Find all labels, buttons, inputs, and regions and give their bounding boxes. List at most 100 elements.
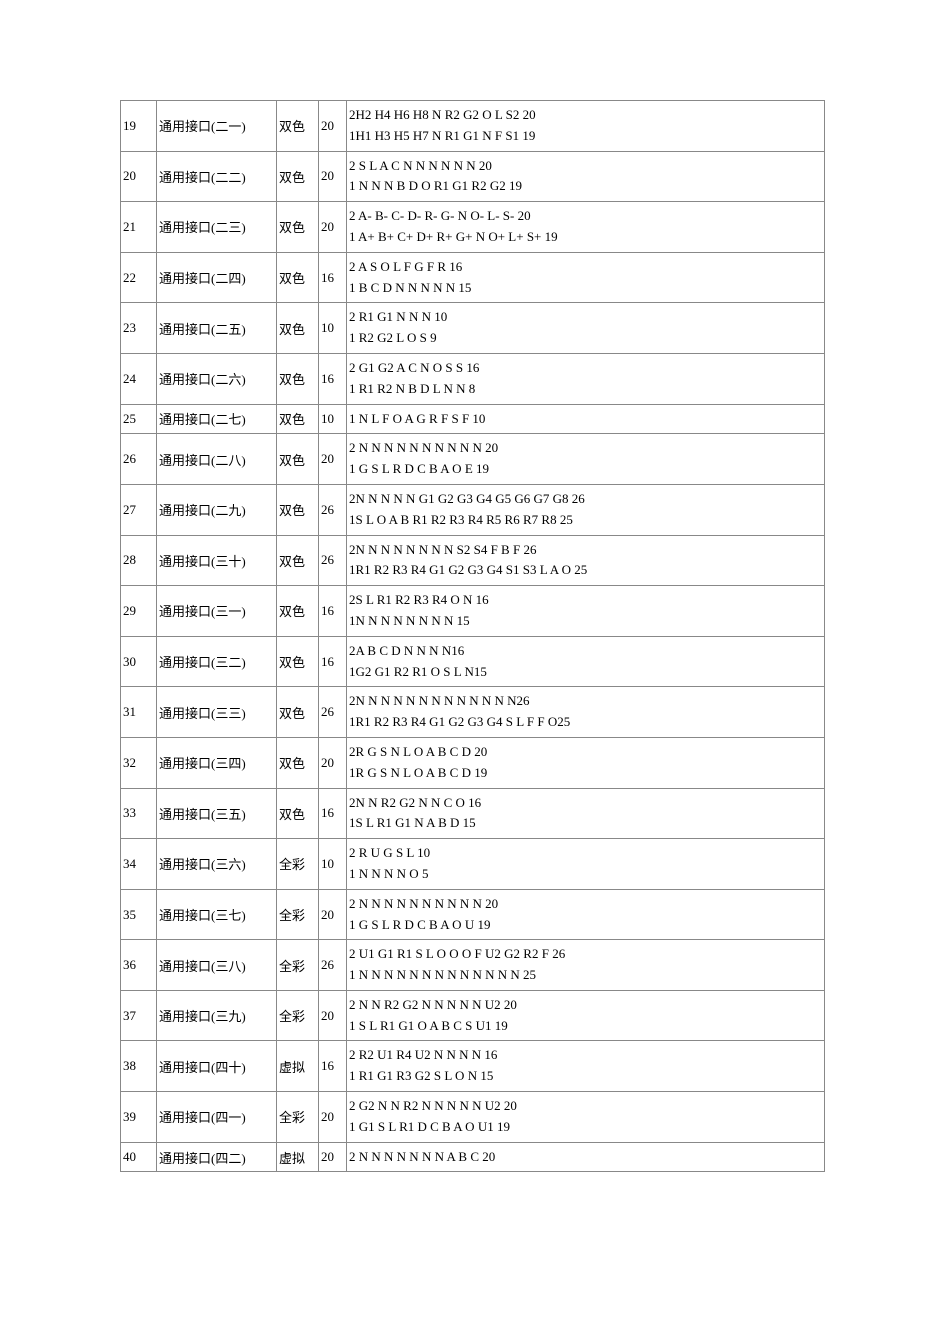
row-number: 21 xyxy=(121,202,157,253)
row-number: 34 xyxy=(121,839,157,890)
pin-line-2: 1 N N N B D O R1 G1 R2 G2 19 xyxy=(349,176,822,197)
pin-line-2: 1H1 H3 H5 H7 N R1 G1 N F S1 19 xyxy=(349,126,822,147)
pin-line-2: 1 G1 S L R1 D C B A O U1 19 xyxy=(349,1117,822,1138)
pin-line-2: 1R1 R2 R3 R4 G1 G2 G3 G4 S L F F O25 xyxy=(349,712,822,733)
table-row: 40通用接口(四二)虚拟202 N N N N N N N A B C 20 xyxy=(121,1142,825,1172)
row-number: 35 xyxy=(121,889,157,940)
pin-line-2: 1 G S L R D C B A O U 19 xyxy=(349,915,822,936)
pin-count: 26 xyxy=(319,484,347,535)
pin-line-2: 1S L O A B R1 R2 R3 R4 R5 R6 R7 R8 25 xyxy=(349,510,822,531)
pin-line-1: 2N N R2 G2 N N C O 16 xyxy=(349,793,822,814)
row-number: 29 xyxy=(121,586,157,637)
pin-count: 26 xyxy=(319,535,347,586)
pin-count: 16 xyxy=(319,788,347,839)
pin-line-2: 1 R2 G2 L O S 9 xyxy=(349,328,822,349)
pin-count: 20 xyxy=(319,1142,347,1172)
interface-name: 通用接口(二九) xyxy=(157,484,277,535)
pin-description: 2 N N N N N N N A B C 20 xyxy=(347,1142,825,1172)
interface-name: 通用接口(三二) xyxy=(157,636,277,687)
pin-count: 20 xyxy=(319,101,347,152)
pin-description: 2S L R1 R2 R3 R4 O N 161N N N N N N N N … xyxy=(347,586,825,637)
pin-line-1: 2 R U G S L 10 xyxy=(349,843,822,864)
pin-line-1: 2N N N N N N N N S2 S4 F B F 26 xyxy=(349,540,822,561)
interface-type: 虚拟 xyxy=(277,1142,319,1172)
interface-name: 通用接口(二五) xyxy=(157,303,277,354)
interface-type: 双色 xyxy=(277,687,319,738)
interface-type: 双色 xyxy=(277,586,319,637)
interface-type: 双色 xyxy=(277,151,319,202)
pin-line-1: 2 N N N N N N N A B C 20 xyxy=(349,1147,822,1168)
pin-description: 2 R2 U1 R4 U2 N N N N 161 R1 G1 R3 G2 S … xyxy=(347,1041,825,1092)
table-row: 29通用接口(三一)双色162S L R1 R2 R3 R4 O N 161N … xyxy=(121,586,825,637)
pin-count: 16 xyxy=(319,586,347,637)
row-number: 37 xyxy=(121,990,157,1041)
pin-line-1: 1 N L F O A G R F S F 10 xyxy=(349,409,822,430)
interface-type: 双色 xyxy=(277,202,319,253)
pin-description: 2 G2 N N R2 N N N N N U2 201 G1 S L R1 D… xyxy=(347,1092,825,1143)
pin-description: 2 N N R2 G2 N N N N N U2 201 S L R1 G1 O… xyxy=(347,990,825,1041)
interface-type: 双色 xyxy=(277,303,319,354)
interface-type: 双色 xyxy=(277,252,319,303)
pin-line-2: 1 S L R1 G1 O A B C S U1 19 xyxy=(349,1016,822,1037)
pin-description: 2 A- B- C- D- R- G- N O- L- S- 201 A+ B+… xyxy=(347,202,825,253)
table-row: 31通用接口(三三)双色262N N N N N N N N N N N N N… xyxy=(121,687,825,738)
interface-name: 通用接口(二三) xyxy=(157,202,277,253)
pin-line-2: 1 N N N N N N N N N N N N N 25 xyxy=(349,965,822,986)
row-number: 24 xyxy=(121,353,157,404)
pin-line-1: 2 S L A C N N N N N N 20 xyxy=(349,156,822,177)
pin-count: 16 xyxy=(319,1041,347,1092)
row-number: 36 xyxy=(121,940,157,991)
pin-line-1: 2 N N R2 G2 N N N N N U2 20 xyxy=(349,995,822,1016)
pin-line-2: 1G2 G1 R2 R1 O S L N15 xyxy=(349,662,822,683)
pin-line-1: 2N N N N N N N N N N N N N26 xyxy=(349,691,822,712)
interface-name: 通用接口(三九) xyxy=(157,990,277,1041)
pin-count: 26 xyxy=(319,687,347,738)
pin-line-1: 2A B C D N N N N16 xyxy=(349,641,822,662)
interface-name: 通用接口(二八) xyxy=(157,434,277,485)
interface-type: 虚拟 xyxy=(277,1041,319,1092)
pin-description: 2R G S N L O A B C D 201R G S N L O A B … xyxy=(347,737,825,788)
pin-count: 20 xyxy=(319,434,347,485)
pin-description: 2 U1 G1 R1 S L O O O F U2 G2 R2 F 261 N … xyxy=(347,940,825,991)
pin-count: 20 xyxy=(319,737,347,788)
interface-type: 双色 xyxy=(277,404,319,434)
pin-description: 2H2 H4 H6 H8 N R2 G2 O L S2 201H1 H3 H5 … xyxy=(347,101,825,152)
row-number: 39 xyxy=(121,1092,157,1143)
pin-description: 2 S L A C N N N N N N 201 N N N B D O R1… xyxy=(347,151,825,202)
pin-description: 2A B C D N N N N161G2 G1 R2 R1 O S L N15 xyxy=(347,636,825,687)
interface-type: 全彩 xyxy=(277,1092,319,1143)
pin-description: 1 N L F O A G R F S F 10 xyxy=(347,404,825,434)
row-number: 31 xyxy=(121,687,157,738)
table-row: 21通用接口(二三)双色202 A- B- C- D- R- G- N O- L… xyxy=(121,202,825,253)
pin-line-1: 2 U1 G1 R1 S L O O O F U2 G2 R2 F 26 xyxy=(349,944,822,965)
pin-line-1: 2 N N N N N N N N N N 20 xyxy=(349,894,822,915)
table-row: 33通用接口(三五)双色162N N R2 G2 N N C O 161S L … xyxy=(121,788,825,839)
pin-count: 20 xyxy=(319,1092,347,1143)
pin-count: 20 xyxy=(319,889,347,940)
interface-name: 通用接口(四二) xyxy=(157,1142,277,1172)
pin-line-1: 2 A S O L F G F R 16 xyxy=(349,257,822,278)
row-number: 22 xyxy=(121,252,157,303)
pin-description: 2N N R2 G2 N N C O 161S L R1 G1 N A B D … xyxy=(347,788,825,839)
pin-line-1: 2 N N N N N N N N N N 20 xyxy=(349,438,822,459)
interface-type: 双色 xyxy=(277,434,319,485)
table-row: 36通用接口(三八)全彩262 U1 G1 R1 S L O O O F U2 … xyxy=(121,940,825,991)
pin-description: 2N N N N N N N N N N N N N261R1 R2 R3 R4… xyxy=(347,687,825,738)
interface-type: 全彩 xyxy=(277,940,319,991)
interface-type: 全彩 xyxy=(277,990,319,1041)
interface-name: 通用接口(二六) xyxy=(157,353,277,404)
interface-type: 双色 xyxy=(277,353,319,404)
interface-name: 通用接口(三四) xyxy=(157,737,277,788)
interface-table: 19通用接口(二一)双色202H2 H4 H6 H8 N R2 G2 O L S… xyxy=(120,100,825,1172)
table-row: 24通用接口(二六)双色162 G1 G2 A C N O S S 161 R1… xyxy=(121,353,825,404)
interface-type: 双色 xyxy=(277,101,319,152)
pin-count: 26 xyxy=(319,940,347,991)
table-row: 19通用接口(二一)双色202H2 H4 H6 H8 N R2 G2 O L S… xyxy=(121,101,825,152)
interface-name: 通用接口(三七) xyxy=(157,889,277,940)
pin-count: 10 xyxy=(319,303,347,354)
interface-type: 双色 xyxy=(277,636,319,687)
table-row: 30通用接口(三二)双色162A B C D N N N N161G2 G1 R… xyxy=(121,636,825,687)
table-row: 20通用接口(二二)双色202 S L A C N N N N N N 201 … xyxy=(121,151,825,202)
interface-name: 通用接口(四十) xyxy=(157,1041,277,1092)
pin-line-1: 2 R1 G1 N N N 10 xyxy=(349,307,822,328)
